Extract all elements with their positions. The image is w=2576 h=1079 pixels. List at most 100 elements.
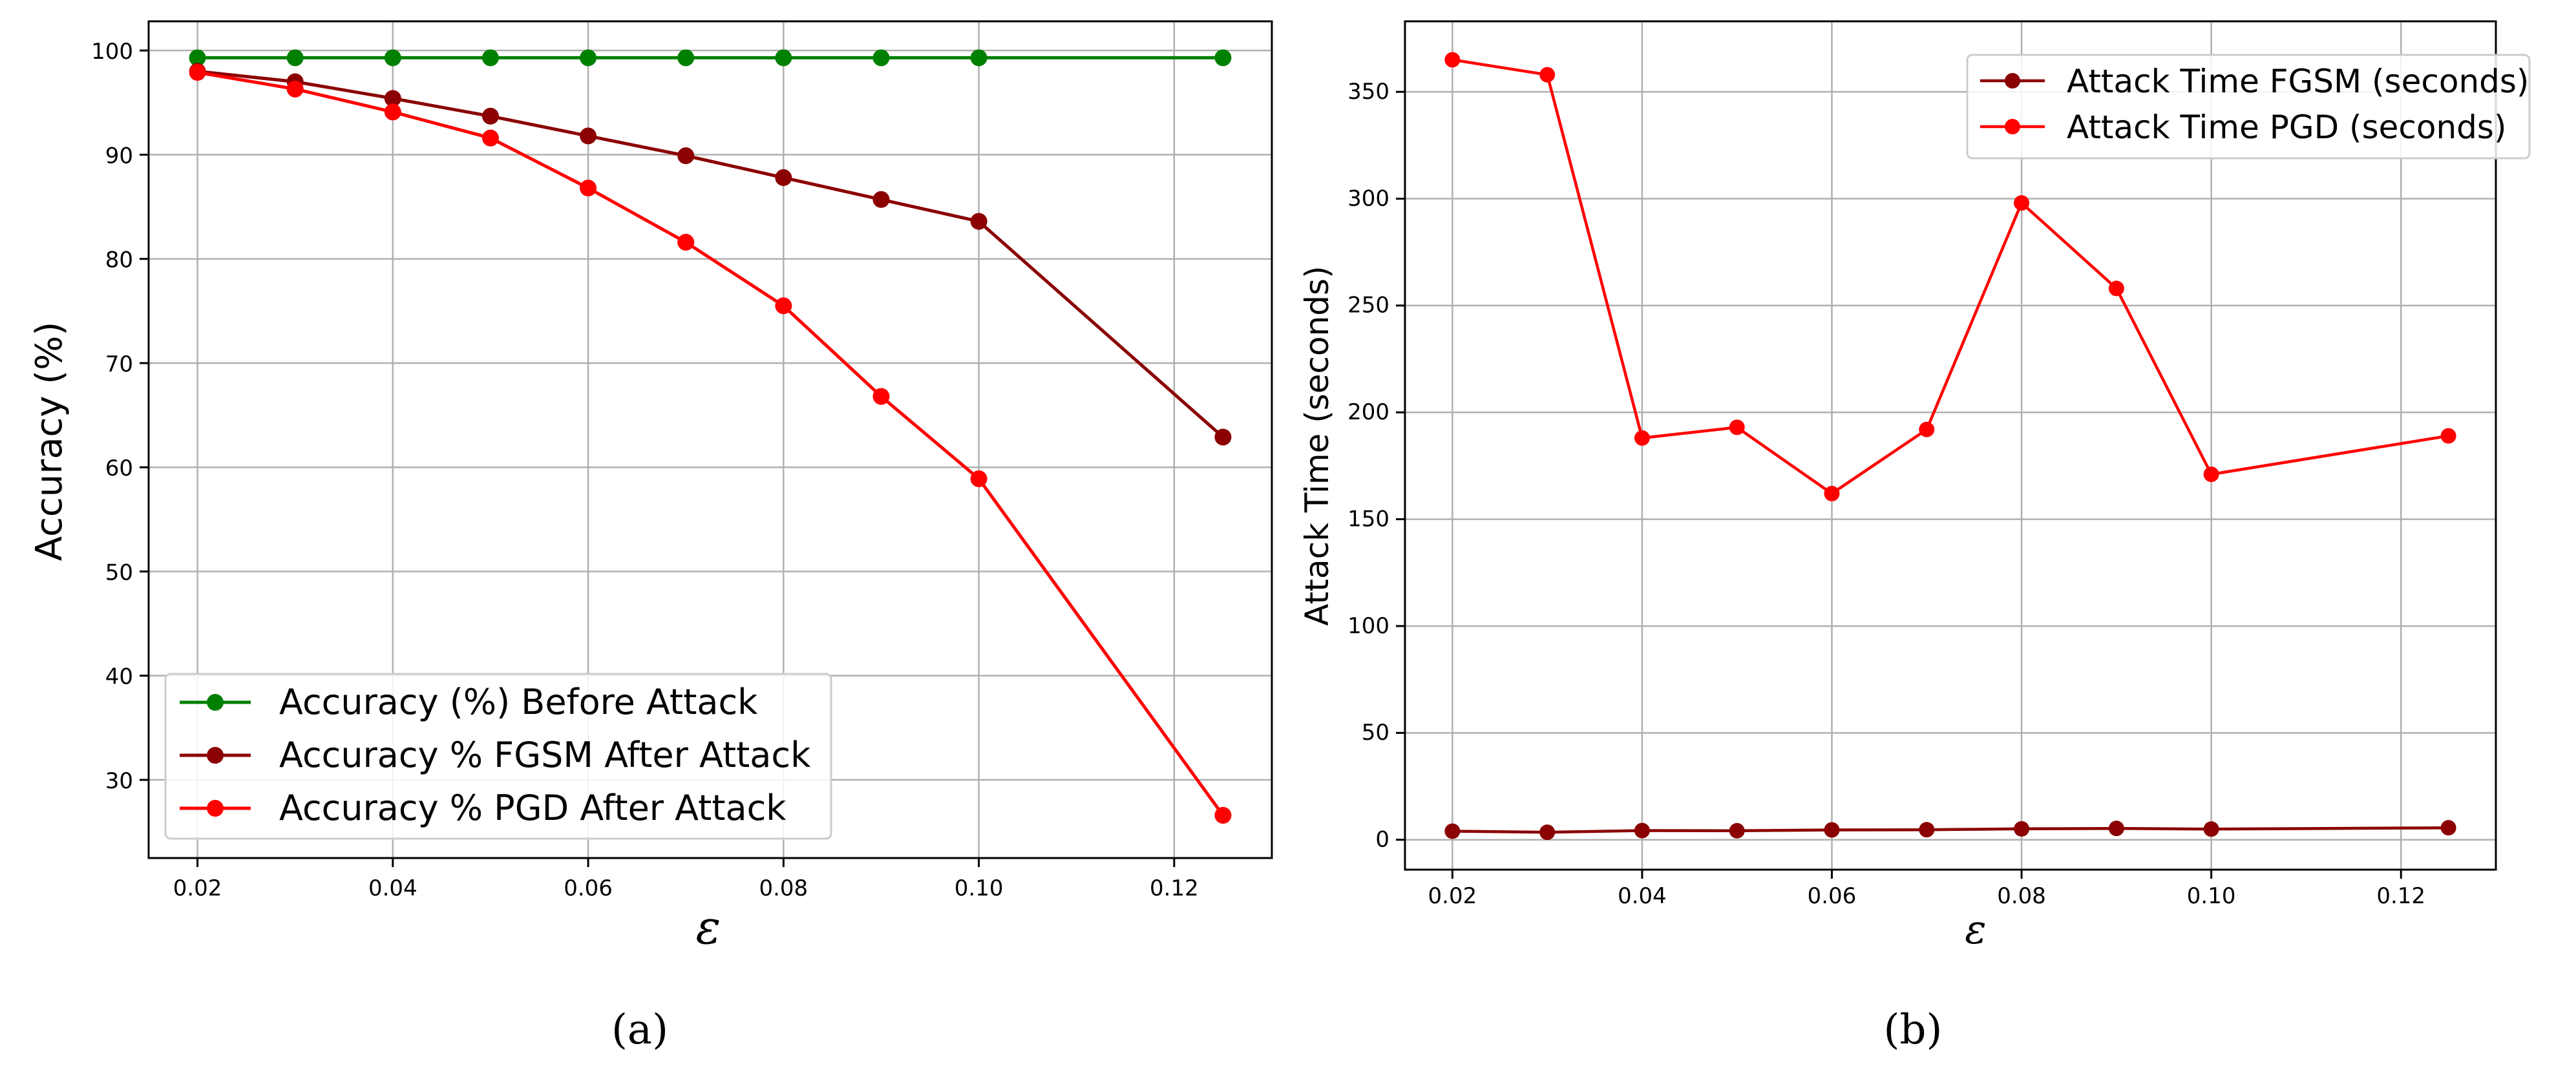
panel-a-data-point	[189, 64, 206, 81]
panel-a-data-point	[286, 49, 304, 67]
panel-b-series-line-1	[1452, 826, 2449, 834]
panel-a-data-point	[677, 49, 695, 67]
panel-a-data-point	[384, 103, 401, 121]
panel-a-grid	[149, 21, 1272, 858]
panel-b-data-point	[2203, 466, 2219, 483]
panel-a-x-axis-label: ε	[696, 900, 721, 954]
panel-b-plot-frame	[1404, 20, 2497, 871]
panel-a-y-tick-label: 100	[91, 39, 133, 65]
legend-swatch-marker	[2005, 73, 2020, 89]
panel-a-data-point	[677, 233, 695, 251]
panel-a-y-tick-label: 60	[105, 456, 133, 481]
panel-b-data-point	[2440, 428, 2456, 444]
panel-a-y-tick-label: 30	[105, 768, 133, 794]
panel-a-data-point	[872, 191, 890, 208]
panel-b-data-point	[2014, 195, 2030, 211]
panel-a-y-tick-label: 80	[105, 247, 133, 273]
panel-b-y-ticks: 0 50 100 150 200 250 300 350	[1347, 79, 1405, 852]
panel-b-y-tick-label: 150	[1347, 506, 1389, 532]
legend-swatch-marker	[207, 800, 224, 817]
panel-b-data-point	[1444, 823, 1461, 839]
panel-b-data-point	[1539, 824, 1556, 841]
panel-b-data-point	[1729, 822, 1745, 839]
panel-a-data-point	[481, 129, 499, 147]
legend-entry-label: Attack Time FGSM (seconds)	[2067, 63, 2529, 100]
legend-entry-label: Accuracy (%) Before Attack	[279, 682, 758, 722]
legend-entry-label: Accuracy % FGSM After Attack	[279, 735, 811, 775]
panel-b-data-point	[2108, 821, 2124, 837]
panel-a-data-point	[384, 49, 401, 67]
panel-b-caption: (b)	[1884, 1006, 1943, 1054]
panel-b-data-point	[1634, 430, 1650, 446]
panel-b-series-lines	[1452, 58, 2449, 834]
legend-swatch-marker	[207, 694, 224, 711]
panel-a-data-point	[1214, 428, 1232, 446]
panel-a-x-tick-label: 0.12	[1150, 875, 1199, 901]
panel-b-data-point	[2203, 821, 2219, 837]
panel-a-x-tick-label: 0.08	[759, 875, 808, 901]
panel-b-x-tick-label: 0.06	[1808, 883, 1857, 909]
panel-a-data-points	[189, 49, 1232, 824]
panel-a-legend-box	[164, 673, 832, 840]
panel-b-chart: 0.02 0.04 0.06 0.08 0.10 0.12 0 50 100 150 200 250…	[1298, 20, 2531, 1054]
panel-a-series-line-3	[197, 70, 1225, 817]
panel-a-data-point	[677, 147, 695, 165]
panel-a-y-tick-label: 90	[105, 143, 133, 169]
legend-entry-label: Attack Time PGD (seconds)	[2067, 109, 2506, 146]
panel-a-data-point	[1214, 49, 1232, 67]
panel-b-x-tick-label: 0.04	[1618, 883, 1667, 909]
panel-a-x-ticks: 0.02 0.04 0.06 0.08 0.10 0.12	[173, 858, 1199, 901]
panel-a-data-point	[775, 297, 792, 315]
panel-b-data-point	[1729, 419, 1745, 435]
panel-b-x-axis-label: ε	[1965, 906, 1986, 953]
panel-a-x-tick-label: 0.02	[173, 875, 222, 901]
panel-a-y-tick-label: 70	[105, 351, 133, 377]
panel-a-caption: (a)	[611, 1006, 668, 1054]
panel-a-x-tick-label: 0.06	[564, 875, 613, 901]
panel-a-chart: 0.02 0.04 0.06 0.08 0.10 0.12 30 40 50 60 70 80 90 1…	[28, 20, 1273, 1054]
panel-b-y-tick-label: 50	[1362, 720, 1389, 746]
panel-a-data-point	[580, 180, 597, 197]
panel-b-data-point	[2014, 821, 2030, 837]
panel-a-data-point	[580, 49, 597, 67]
panel-a-data-point	[580, 127, 597, 145]
panel-a-data-point	[384, 90, 401, 107]
panel-a-data-point	[775, 49, 792, 67]
panel-a-data-point	[481, 49, 499, 67]
panel-b-y-tick-label: 300	[1347, 185, 1389, 211]
panel-a-series-lines	[197, 56, 1225, 817]
panel-b-y-tick-label: 200	[1347, 399, 1389, 425]
panel-a-data-point	[775, 169, 792, 186]
panel-a-legend: Accuracy (%) Before Attack Accuracy % FGS…	[164, 673, 832, 840]
panel-b-x-ticks: 0.02 0.04 0.06 0.08 0.10 0.12	[1428, 870, 2425, 909]
legend-entry-label: Accuracy % PGD After Attack	[279, 788, 787, 828]
panel-a-data-point	[286, 80, 304, 98]
panel-b-data-point	[1539, 67, 1556, 83]
legend-swatch-marker	[207, 747, 224, 764]
panel-b-data-point	[1824, 485, 1840, 501]
panel-b-data-point	[1919, 822, 1935, 838]
panel-a-series-line-2	[197, 69, 1225, 439]
panel-b-x-tick-label: 0.08	[1997, 883, 2046, 909]
panel-b-y-tick-label: 350	[1347, 79, 1389, 105]
panel-a-data-point	[189, 49, 206, 67]
panel-a-data-point	[872, 49, 890, 67]
panel-a-data-point	[970, 49, 987, 67]
panel-b-data-point	[2440, 820, 2456, 836]
panel-b-data-point	[1444, 52, 1461, 68]
panel-b-y-tick-label: 250	[1347, 293, 1389, 319]
panel-b-grid	[1405, 21, 2496, 870]
legend-swatch-marker	[2005, 119, 2020, 134]
panel-a-data-point	[970, 470, 987, 487]
panel-b-data-point	[2108, 280, 2124, 297]
panel-b-y-tick-label: 100	[1347, 613, 1389, 639]
panel-a-y-tick-label: 50	[105, 560, 133, 585]
panel-a-x-tick-label: 0.10	[955, 875, 1004, 901]
panel-a-data-point	[970, 213, 987, 230]
panel-a-y-axis-label: Accuracy (%)	[28, 322, 70, 561]
panel-a-plot-frame	[147, 20, 1273, 859]
panel-a-data-point	[1214, 806, 1232, 824]
panel-b-y-tick-label: 0	[1375, 826, 1389, 852]
panel-a-x-tick-label: 0.04	[368, 875, 417, 901]
